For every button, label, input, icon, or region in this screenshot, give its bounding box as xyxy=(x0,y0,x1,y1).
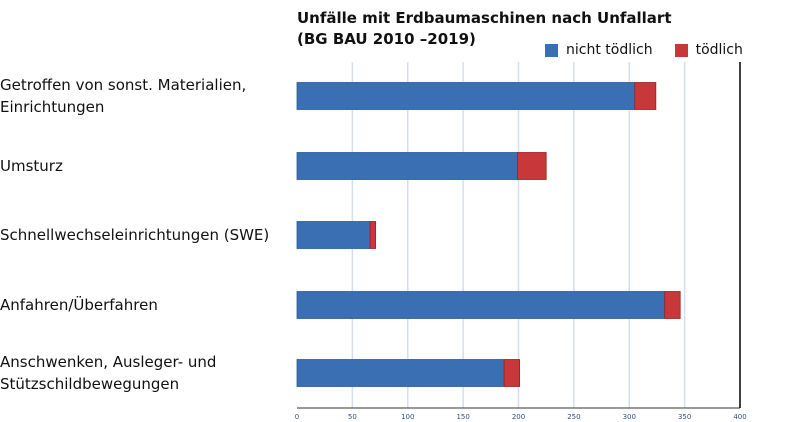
title-line-1: Unfälle mit Erdbaumaschinen nach Unfalla… xyxy=(297,9,672,27)
category-label-line: Schnellwechseleinrichtungen (SWE) xyxy=(0,226,270,244)
legend-item-toedlich: tödlich xyxy=(674,42,743,58)
category-label: Umsturz xyxy=(0,155,290,177)
x-tick-label: 200 xyxy=(512,413,525,421)
legend-swatch xyxy=(674,43,688,57)
x-tick-label: 350 xyxy=(678,413,691,421)
legend: nicht tödlich tödlich xyxy=(545,42,743,58)
x-tick-label: 400 xyxy=(733,413,746,421)
bar-nicht-toedlich xyxy=(296,152,518,180)
x-tick-label: 0 xyxy=(295,413,299,421)
category-label-line: Umsturz xyxy=(0,157,63,175)
category-label-line: Anfahren/Überfahren xyxy=(0,296,158,314)
x-tick-label: 150 xyxy=(456,413,469,421)
x-tick-label: 300 xyxy=(623,413,636,421)
bar-nicht-toedlich xyxy=(296,291,666,319)
bar-toedlich xyxy=(503,359,521,387)
bar-toedlich xyxy=(634,82,657,110)
bar-toedlich xyxy=(516,152,547,180)
bar-nicht-toedlich xyxy=(296,82,636,110)
legend-item-nicht-toedlich: nicht tödlich xyxy=(545,42,653,58)
bar-toedlich xyxy=(664,291,681,319)
legend-swatch xyxy=(545,43,558,57)
x-tick-label: 100 xyxy=(401,413,414,421)
category-label: Getroffen von sonst. Materialien, Einrich… xyxy=(0,74,290,118)
x-tick-label: 250 xyxy=(567,413,580,421)
category-label-line: Anschwenken, Ausleger- und xyxy=(0,353,217,371)
chart-title: Unfälle mit Erdbaumaschinen nach Unfalla… xyxy=(297,8,672,50)
category-label-line: Stützschildbewegungen xyxy=(0,375,180,393)
category-label: Anschwenken, Ausleger- und Stützschildbew… xyxy=(0,351,290,395)
x-tick-label: 50 xyxy=(348,413,357,421)
bar-nicht-toedlich xyxy=(296,221,371,249)
bar-toedlich xyxy=(369,221,377,249)
category-label: Schnellwechseleinrichtungen (SWE) xyxy=(0,224,290,246)
bar-nicht-toedlich xyxy=(296,359,505,387)
legend-label: tödlich xyxy=(695,42,743,58)
category-label: Anfahren/Überfahren xyxy=(0,294,290,316)
category-label-line: Einrichtungen xyxy=(0,98,105,116)
category-label-line: Getroffen von sonst. Materialien, xyxy=(0,76,247,94)
legend-label: nicht tödlich xyxy=(566,42,653,58)
title-line-2: (BG BAU 2010 –2019) xyxy=(297,30,476,48)
